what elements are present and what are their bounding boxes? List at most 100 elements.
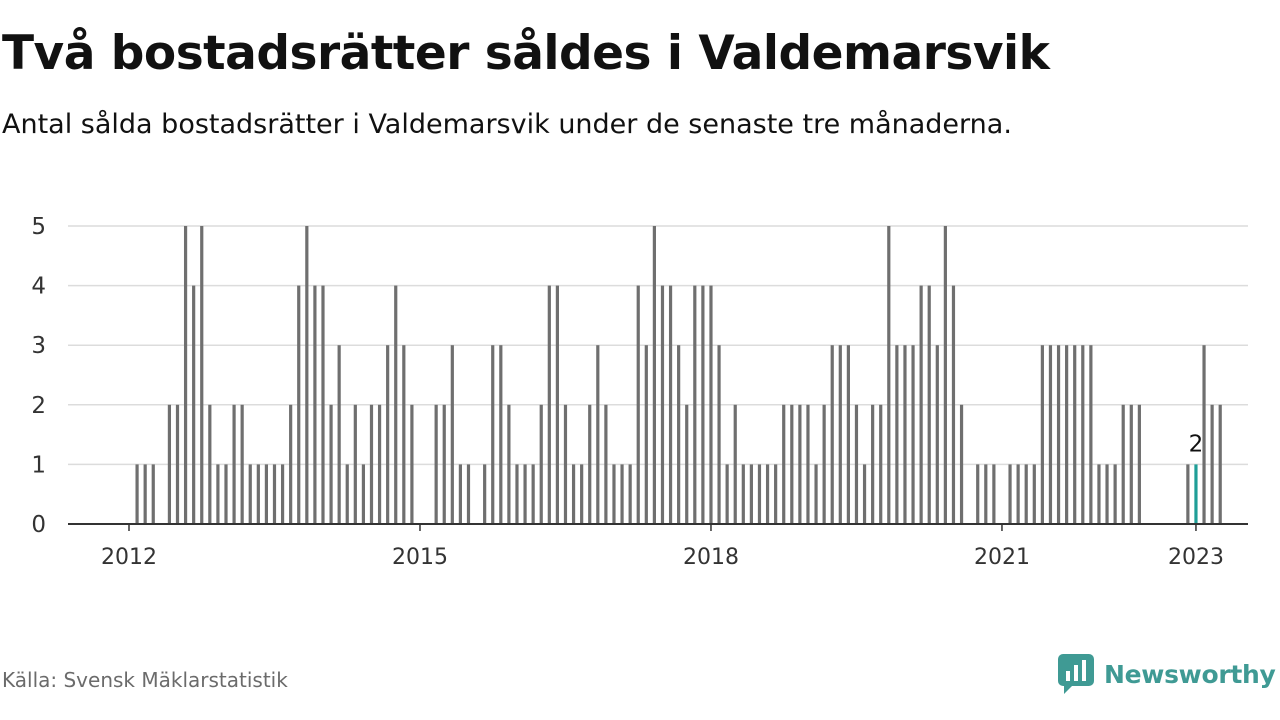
bar [1129,404,1133,524]
bar [216,464,220,524]
bar [539,404,543,524]
bar [183,226,188,524]
x-tick-label: 2012 [101,545,157,570]
y-tick-label: 4 [31,274,46,300]
bar [167,404,172,524]
bar [862,464,867,524]
bar [741,464,745,524]
bar [563,404,568,524]
bar [499,345,503,524]
bar [329,404,333,524]
bar [1040,345,1044,524]
bar [887,226,891,524]
bar [782,404,786,524]
bar [854,404,859,524]
bar [507,404,511,524]
bar [264,464,269,524]
source-note: Källa: Svensk Mäklarstatistik [2,668,288,692]
bar [628,464,632,524]
bar [652,226,656,524]
bar [765,464,770,524]
bar [515,464,519,524]
bar [693,285,697,524]
bar [838,345,842,524]
bar [491,345,495,524]
x-tick-label: 2015 [392,545,448,570]
bar [151,464,155,524]
bar [369,404,374,524]
bar [523,464,527,524]
bar [1024,464,1028,524]
bar [701,285,705,524]
bar [911,345,915,524]
bar [297,285,301,524]
bar [580,464,584,524]
bar [1056,345,1061,524]
bar [871,404,875,524]
bar [410,404,414,524]
bar [733,404,737,524]
bar [725,464,729,524]
bars [135,226,1222,524]
bar [175,404,180,524]
gridlines [68,225,1248,466]
x-tick-label: 2021 [974,545,1030,570]
bar [353,404,357,524]
bar [571,464,576,524]
bar [450,345,454,524]
bar [1097,464,1101,524]
bar [903,345,907,524]
bar [1218,404,1222,524]
y-tick-label: 1 [31,452,46,478]
bar [644,345,648,524]
bar [943,226,947,524]
bar [232,404,236,524]
y-tick-label: 5 [31,214,46,240]
bar-annotation-label: 2 [1189,431,1204,457]
bar [240,404,244,524]
bar [749,464,753,524]
bar [483,464,487,524]
bar [984,464,988,524]
bar [321,285,325,524]
bar [951,285,956,524]
bar [337,345,341,524]
bar [386,345,390,524]
bar [935,345,939,524]
bar [377,404,382,524]
bar [531,464,535,524]
bar [709,285,713,524]
bar [1032,464,1036,524]
bar [1008,464,1012,524]
bar [668,285,673,524]
bar [636,285,640,524]
bar [612,464,616,524]
bar [394,285,398,524]
brand-logo-group[interactable]: Newsworthy [1058,654,1276,694]
bar [272,464,277,524]
bar [830,345,834,524]
bar [976,464,980,524]
bar [604,404,608,524]
bar [685,404,689,524]
bar [757,464,762,524]
brand-name: Newsworthy [1104,659,1276,689]
x-tick-label: 2023 [1168,545,1224,570]
bar [135,464,139,524]
y-tick-label: 0 [31,512,46,538]
bar [790,404,794,524]
bar [248,464,252,524]
bar [774,464,778,524]
bar [1113,464,1117,524]
bar [1073,345,1077,524]
bar [992,464,996,524]
bar [143,464,147,524]
bar [224,464,228,524]
bar [208,404,212,524]
y-tick-label: 3 [31,333,46,359]
bar [660,285,665,524]
bar [846,345,850,524]
bar [798,404,802,524]
bar [200,226,204,524]
bar [1121,404,1125,524]
